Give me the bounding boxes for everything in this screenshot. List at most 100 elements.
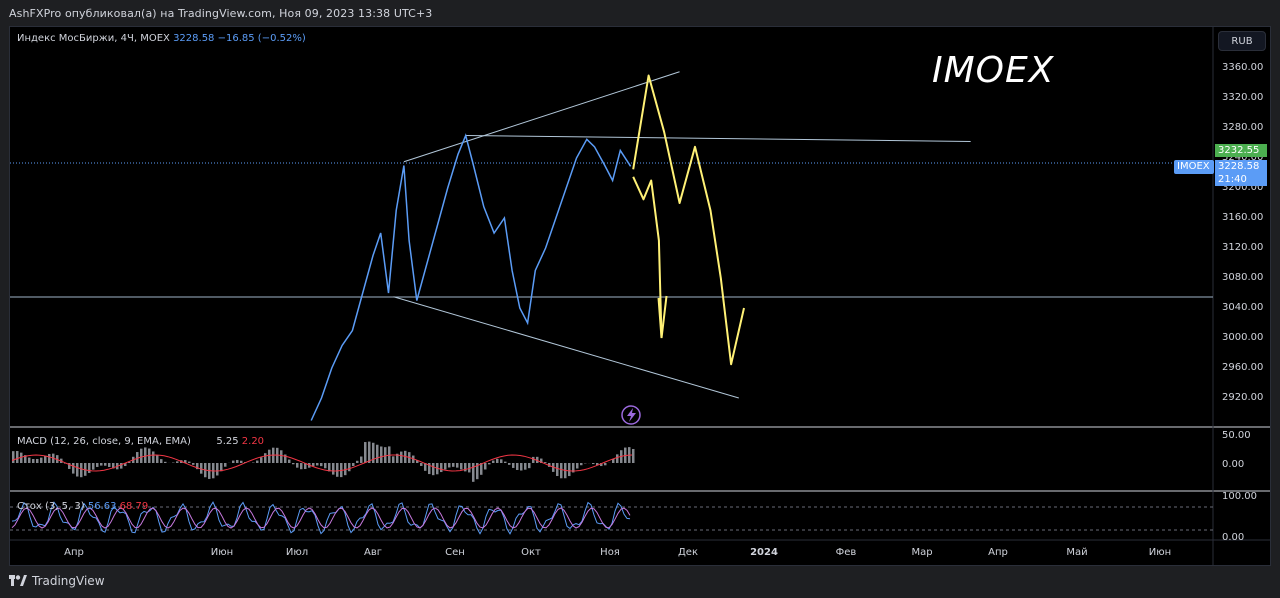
macd-bar (600, 463, 603, 467)
footer-brand: TradingView (32, 574, 105, 588)
macd-bar (516, 463, 519, 470)
macd-bar (288, 459, 291, 463)
macd-bar (520, 463, 523, 471)
macd-bar (388, 446, 391, 463)
macd-bar (576, 463, 579, 469)
chart-panel[interactable] (9, 26, 1271, 566)
price-tick-label: 3080.00 (1222, 272, 1264, 283)
macd-bar (152, 451, 155, 463)
main-legend-value: 3228.58 (173, 33, 215, 44)
macd-bar (440, 463, 443, 473)
macd-bar (48, 453, 51, 463)
macd-bar (492, 460, 495, 463)
published-header: AshFXPro опубликовал(а) на TradingView.c… (0, 0, 1280, 26)
tradingview-logo-icon (9, 575, 27, 586)
macd-bar (396, 453, 399, 463)
macd-bar (352, 463, 355, 467)
price-tick-label: 3360.00 (1222, 62, 1264, 73)
indicator-tick-label: 50.00 (1222, 430, 1251, 441)
macd-bar (376, 444, 379, 463)
macd-bar (580, 463, 583, 466)
time-tick-label: Окт (521, 547, 541, 558)
macd-bar (384, 447, 387, 463)
main-legend-name: Индекс МосБиржи, 4Ч, MOEX (17, 33, 170, 44)
time-tick-label: Июн (1148, 547, 1172, 558)
macd-bar (344, 463, 347, 476)
time-tick-label: Ноя (600, 547, 620, 558)
currency-button[interactable]: RUB (1218, 31, 1266, 51)
macd-bar (604, 463, 607, 466)
macd-bar (416, 460, 419, 463)
last-price-tag: 3232.55 (1215, 144, 1267, 157)
trend-line (403, 71, 680, 163)
macd-bar (372, 442, 375, 463)
macd-bar (24, 455, 27, 463)
indicator-tick-label: 0.00 (1222, 459, 1245, 470)
macd-bar (68, 463, 71, 469)
forecast-path (632, 176, 663, 339)
price-tick-label: 3160.00 (1222, 212, 1264, 223)
macd-bar (128, 461, 131, 463)
time-tick-label: Апр (988, 547, 1008, 558)
macd-bar (224, 463, 227, 467)
trend-line (393, 296, 739, 399)
macd-bar (616, 454, 619, 463)
stoch-d-line (11, 507, 631, 529)
macd-bar (44, 455, 47, 463)
macd-bar (476, 463, 479, 480)
tradingview-logo[interactable]: TradingView (9, 574, 105, 588)
macd-bar (40, 457, 43, 463)
macd-bar (612, 458, 615, 463)
macd-legend-label: MACD (12, 26, close, 9, EMA, EMA) (17, 436, 191, 447)
lightning-icon[interactable] (621, 405, 641, 425)
macd-bar (336, 463, 339, 477)
macd-bar (216, 463, 219, 476)
macd-bar (160, 459, 163, 463)
macd-bar (300, 463, 303, 470)
macd-bar (536, 456, 539, 463)
macd-bar (88, 463, 91, 473)
macd-bar (196, 463, 199, 470)
macd-signal-line (11, 454, 633, 472)
stoch-legend-label: Стох (3, 5, 3) (17, 501, 85, 512)
macd-bar (232, 460, 235, 463)
macd-bar (532, 456, 535, 463)
macd-bar (392, 456, 395, 463)
symbol-tag: IMOEX (1174, 160, 1214, 174)
macd-bar (456, 463, 459, 468)
macd-bar (328, 463, 331, 472)
macd-bar (260, 457, 263, 463)
time-tick-label: Апр (64, 547, 84, 558)
price-tick-label: 3200.00 (1222, 182, 1264, 193)
macd-bar (296, 463, 299, 468)
macd-bar (164, 461, 167, 463)
price-tick-label: 2960.00 (1222, 362, 1264, 373)
close-price-tag: 3228.58 (1215, 160, 1267, 173)
macd-bar (256, 460, 259, 463)
macd-bar (632, 448, 635, 463)
macd-bar (460, 463, 463, 470)
macd-bar (428, 463, 431, 475)
macd-bar (368, 441, 371, 463)
trend-lines (393, 71, 971, 399)
macd-bar (200, 463, 203, 474)
macd-bar (176, 461, 179, 463)
macd-bar (108, 463, 111, 467)
macd-legend-v1: 5.25 (216, 436, 239, 447)
macd-bar (80, 463, 83, 478)
macd-bar (568, 463, 571, 477)
time-tick-label: Июл (285, 547, 309, 558)
stoch-k-line (11, 501, 631, 535)
price-tick-label: 3280.00 (1222, 122, 1264, 133)
price-tick-label: 3040.00 (1222, 302, 1264, 313)
macd-bar (592, 463, 595, 465)
macd-bar (596, 463, 599, 466)
macd-bar (32, 459, 35, 463)
main-legend: Индекс МосБиржи, 4Ч, MOEX 3228.58 −16.85… (17, 33, 306, 44)
time-tick-label: Дек (677, 547, 699, 558)
stoch-legend: Стох (3, 5, 3) 56.63 68.79 (17, 501, 148, 512)
countdown-tag: 21:40 (1215, 173, 1267, 186)
macd-bar (92, 463, 95, 470)
macd-bar (240, 460, 243, 463)
